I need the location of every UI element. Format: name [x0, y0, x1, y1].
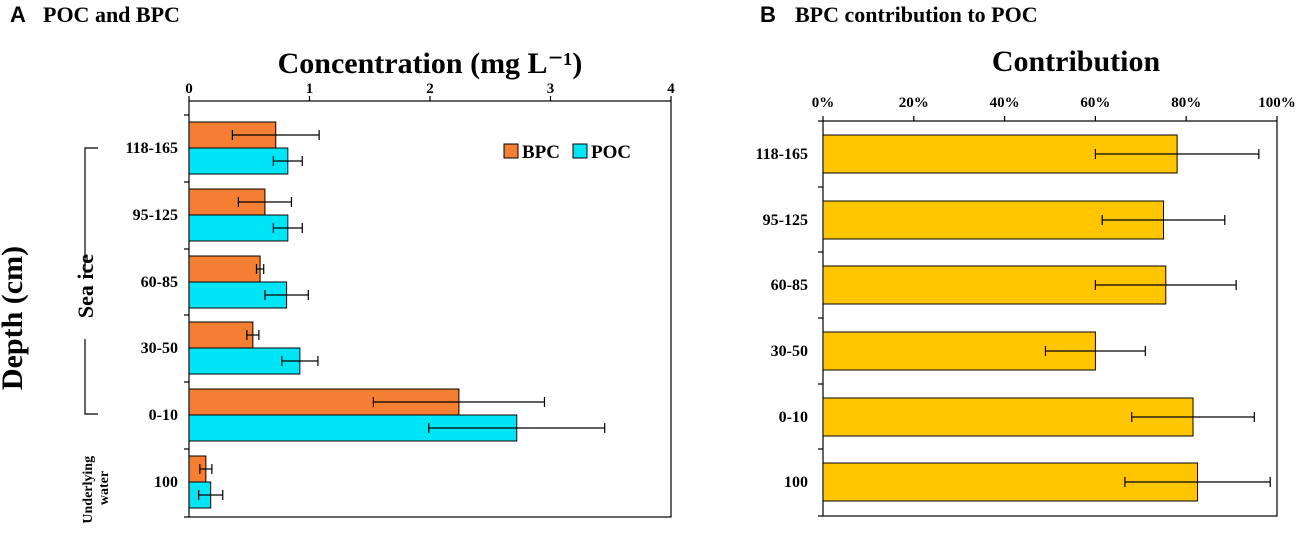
panel-b-y-axis: 118-165 95-125 60-85 30-50 0-10 100 — [756, 120, 823, 517]
bar-bpc — [188, 321, 254, 349]
bar-poc — [188, 147, 289, 175]
error-bar-poc — [281, 356, 319, 366]
error-bar-contribution — [1044, 346, 1146, 356]
category-label: 0-10 — [779, 409, 808, 426]
underlying-water-line1: Underlying — [81, 456, 96, 524]
category-label: 30-50 — [771, 343, 808, 360]
category-label: 0-10 — [149, 407, 178, 424]
x-tick-label: 100% — [1258, 95, 1296, 111]
category-label: 100 — [154, 474, 178, 491]
error-bar-bpc — [199, 464, 213, 474]
error-bar-bpc — [231, 130, 320, 140]
category-label: 95-125 — [763, 212, 808, 229]
x-tick-label: 2 — [426, 81, 434, 97]
error-bar-contribution — [1124, 477, 1271, 487]
panel-b-bars — [822, 134, 1271, 502]
error-bar-contribution — [1131, 412, 1255, 422]
error-bar-contribution — [1101, 215, 1226, 225]
panel-a: A POC and BPC Concentration (mg L⁻¹) Dep… — [0, 2, 675, 524]
error-bar-poc — [272, 156, 303, 166]
category-label: 100 — [784, 474, 808, 491]
panel-a-x-axis: 0 1 2 3 4 — [185, 81, 675, 101]
sea-ice-bracket-bottom — [84, 339, 98, 415]
error-bar-poc — [272, 223, 303, 233]
panel-a-letter: A — [10, 2, 26, 27]
sea-ice-label: Sea ice — [73, 254, 98, 318]
bar-poc — [188, 214, 289, 242]
panel-a-y-axis: 118-165 95-125 60-85 30-50 0-10 100 — [126, 114, 189, 518]
x-tick-label: 0 — [185, 81, 193, 97]
panel-b-axis-title: Contribution — [992, 45, 1161, 78]
x-tick-label: 80% — [1171, 95, 1201, 111]
panel-a-axis-title: Concentration (mg L⁻¹) — [278, 47, 583, 80]
y-axis-title: Depth (cm) — [0, 246, 29, 390]
category-label: 60-85 — [771, 277, 808, 294]
x-tick-label: 60% — [1080, 95, 1110, 111]
panel-b: B BPC contribution to POC Contribution 0… — [756, 2, 1296, 517]
panel-a-bars — [188, 121, 606, 509]
x-tick-label: 20% — [899, 95, 929, 111]
x-tick-label: 1 — [306, 81, 314, 97]
panel-b-x-axis: 0% 20% 40% 60% 80% 100% — [812, 95, 1296, 121]
legend-swatch-bpc — [503, 143, 519, 159]
x-tick-label: 0% — [812, 95, 835, 111]
panel-b-plot-frame — [822, 120, 1278, 517]
panel-a-legend: BPC POC — [503, 142, 631, 163]
x-tick-label: 40% — [990, 95, 1020, 111]
error-bar-bpc — [372, 397, 546, 407]
x-tick-label: 4 — [667, 81, 675, 97]
legend-swatch-poc — [572, 143, 588, 159]
error-bar-bpc — [237, 197, 293, 207]
sea-ice-bracket-top — [84, 147, 98, 275]
category-label: 118-165 — [126, 140, 178, 157]
error-bar-poc — [198, 490, 224, 500]
category-label: 30-50 — [141, 340, 178, 357]
panel-a-title: POC and BPC — [43, 2, 180, 27]
bar-bpc — [188, 255, 261, 283]
underlying-water-label: Underlying water — [81, 452, 112, 523]
error-bar-poc — [428, 423, 606, 433]
error-bar-poc — [264, 290, 309, 300]
legend-label-bpc: BPC — [522, 142, 560, 163]
error-bar-contribution — [1094, 280, 1237, 290]
panel-b-letter: B — [760, 2, 776, 27]
category-label: 60-85 — [141, 274, 178, 291]
error-bar-bpc — [246, 330, 260, 340]
underlying-water-line2: water — [97, 471, 112, 505]
category-label: 118-165 — [756, 146, 808, 163]
error-bar-contribution — [1094, 149, 1260, 159]
legend-label-poc: POC — [591, 142, 631, 163]
category-label: 95-125 — [133, 207, 178, 224]
panel-b-title: BPC contribution to POC — [795, 2, 1038, 27]
x-tick-label: 3 — [547, 81, 555, 97]
error-bar-bpc — [255, 264, 265, 274]
